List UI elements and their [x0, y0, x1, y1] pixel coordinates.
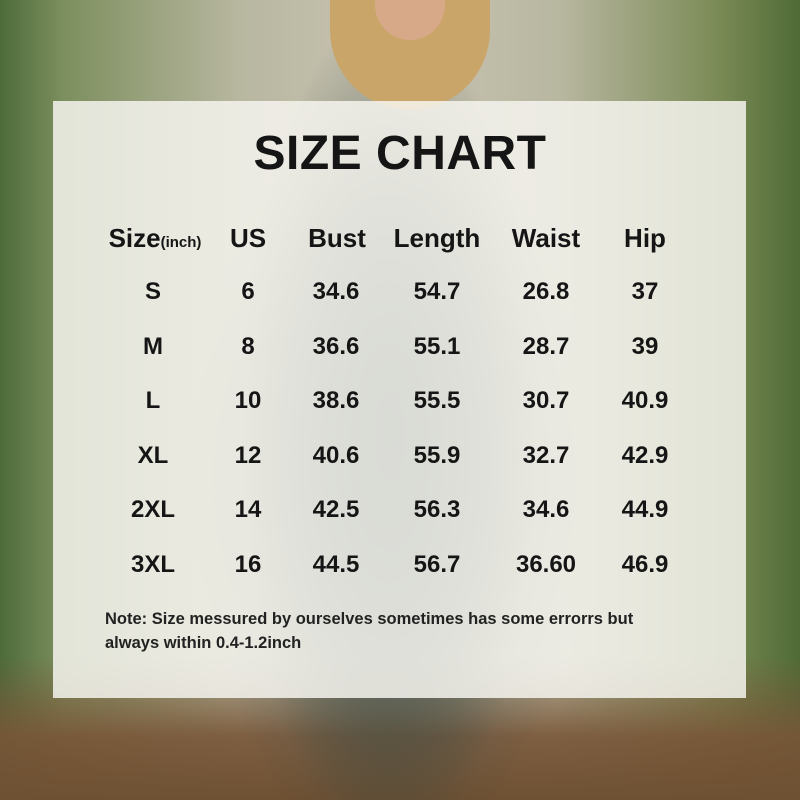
header-length: Length	[393, 223, 481, 253]
cell-waist: 26.8	[522, 278, 570, 305]
cell-length: 55.1	[413, 332, 461, 360]
cell-bust: 42.5	[312, 496, 360, 523]
cell-bust: 38.6	[312, 387, 360, 414]
header-waist: Waist	[511, 223, 581, 253]
cell-length: 56.7	[413, 550, 461, 578]
header-us: US	[229, 223, 267, 253]
note-text: Note: Size messured by ourselves sometim…	[105, 610, 634, 652]
cell-us: 14	[234, 496, 262, 523]
cell-us: 10	[234, 387, 262, 414]
cell-length: 56.3	[413, 496, 461, 523]
cell-hip: 40.9	[621, 387, 669, 414]
cell-size: M	[143, 332, 163, 360]
cell-waist: 28.7	[522, 332, 570, 360]
header-size: Size(inch)	[90, 223, 220, 258]
cell-length: 55.5	[413, 387, 461, 414]
cell-size: L	[145, 387, 161, 414]
cell-hip: 39	[631, 332, 659, 360]
cell-hip: 46.9	[621, 550, 669, 578]
header-size-unit: (inch)	[160, 234, 202, 251]
cell-us: 8	[241, 332, 255, 360]
cell-size: XL	[137, 441, 169, 469]
cell-hip: 44.9	[621, 496, 669, 523]
cell-bust: 36.6	[312, 332, 360, 360]
cell-bust: 34.6	[312, 278, 360, 305]
cell-waist: 36.60	[515, 550, 577, 578]
cell-us: 12	[234, 441, 262, 469]
cell-hip: 37	[631, 278, 659, 305]
cell-hip: 42.9	[621, 441, 669, 469]
header-bust: Bust	[308, 223, 366, 253]
cell-waist: 30.7	[522, 387, 570, 414]
cell-waist: 34.6	[522, 496, 570, 523]
cell-waist: 32.7	[522, 441, 570, 469]
cell-length: 54.7	[413, 278, 461, 305]
cell-us: 16	[234, 550, 262, 578]
cell-size: S	[144, 278, 161, 305]
cell-us: 6	[241, 278, 255, 305]
cell-bust: 40.6	[312, 441, 360, 469]
cell-size: 2XL	[130, 496, 175, 523]
cell-size: 3XL	[130, 550, 175, 578]
cell-length: 55.9	[413, 441, 461, 469]
cell-bust: 44.5	[312, 550, 360, 578]
chart-title: SIZE CHART	[253, 127, 547, 180]
header-hip: Hip	[624, 223, 666, 253]
header-size-label: Size	[108, 223, 161, 253]
size-chart-panel	[53, 101, 746, 698]
